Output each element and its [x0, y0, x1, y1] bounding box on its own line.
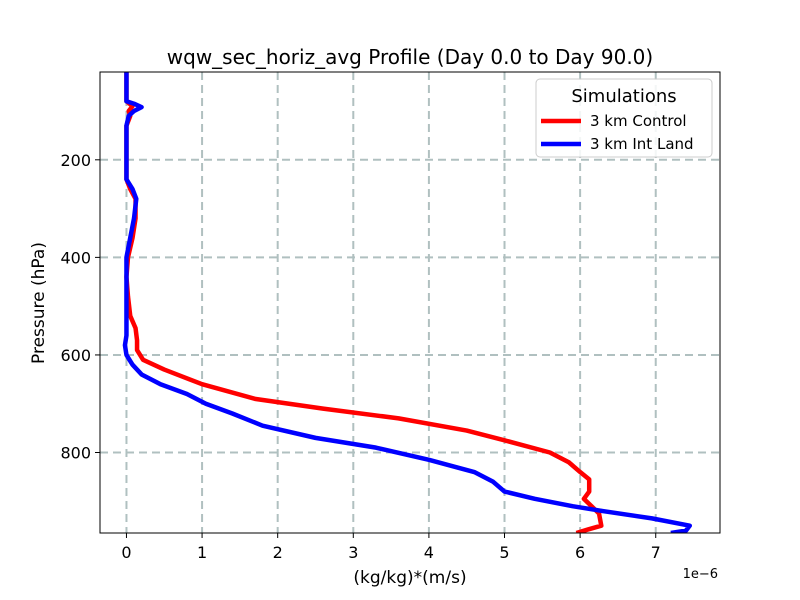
y-tick-label: 400 — [60, 248, 91, 267]
x-axis-label: (kg/kg)*(m/s) — [353, 568, 466, 588]
chart-title: wqw_sec_horiz_avg Profile (Day 0.0 to Da… — [167, 45, 653, 69]
legend-box — [535, 78, 713, 158]
legend-label-int-land: 3 km Int Land — [590, 135, 694, 153]
grid-layer — [100, 72, 720, 533]
x-offset-label: 1e−6 — [683, 567, 718, 582]
legend-label-control: 3 km Control — [590, 112, 687, 130]
series-line-3-km-int-land — [122, 72, 693, 533]
x-tick-label: 4 — [424, 543, 434, 562]
x-tick-label: 3 — [348, 543, 358, 562]
y-tick-label: 600 — [60, 346, 91, 365]
tick-layer: 0 1 2 3 4 5 6 7 200 400 600 800 — [60, 151, 660, 562]
legend-title: Simulations — [571, 86, 676, 107]
y-tick-label: 200 — [60, 151, 91, 170]
x-tick-label: 0 — [121, 543, 131, 562]
x-tick-label: 1 — [197, 543, 207, 562]
series-layer — [122, 72, 693, 533]
x-tick-label: 6 — [575, 543, 585, 562]
x-tick-label: 7 — [651, 543, 661, 562]
y-tick-label: 800 — [60, 444, 91, 463]
plot-frame — [99, 71, 721, 534]
legend: Simulations 3 km Control 3 km Int Land — [535, 78, 713, 158]
x-tick-label: 2 — [273, 543, 283, 562]
x-tick-label: 5 — [499, 543, 509, 562]
y-axis-label: Pressure (hPa) — [29, 242, 49, 364]
